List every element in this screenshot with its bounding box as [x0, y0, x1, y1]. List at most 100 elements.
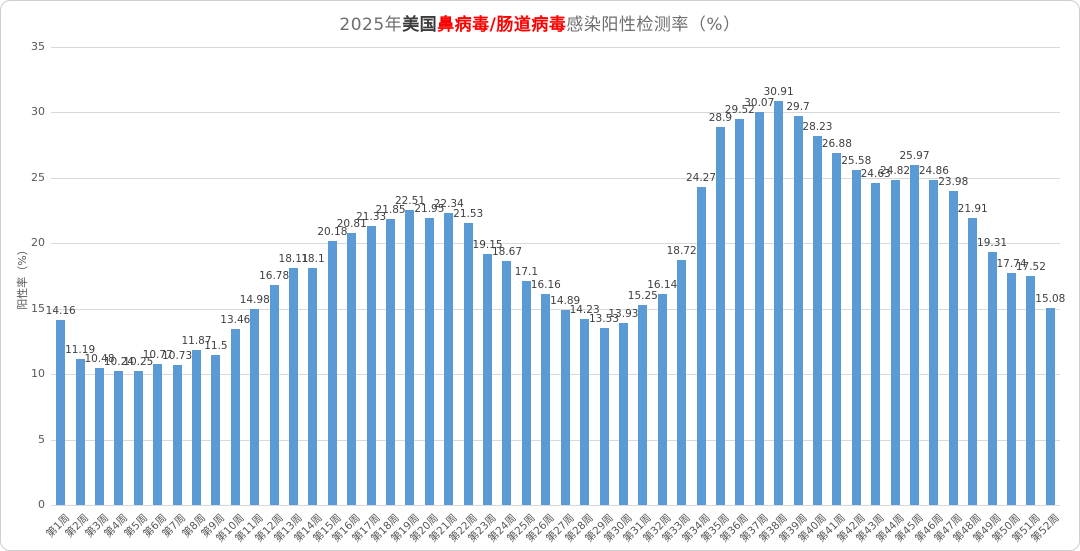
- y-tick-label-25: 25: [31, 170, 45, 184]
- bar-value-label-week-1: 14.16: [45, 304, 76, 317]
- bar-week-28: [580, 318, 590, 505]
- bar-value-label-week-7: 10.73: [162, 349, 193, 362]
- bar-week-39: [793, 116, 803, 505]
- y-tick-label-20: 20: [31, 236, 45, 250]
- bar-week-43: [871, 182, 881, 505]
- y-tick-label-15: 15: [31, 301, 45, 315]
- bar-week-20: [424, 217, 434, 505]
- bar-week-34: [696, 187, 706, 505]
- bar-value-label-week-52: 15.08: [1035, 292, 1066, 305]
- bar-week-49: [987, 252, 997, 505]
- bar-value-label-week-11: 14.98: [239, 293, 270, 306]
- bar-week-6: [153, 364, 163, 505]
- bar-value-label-week-39: 29.7: [786, 101, 810, 114]
- gridline-20: [51, 243, 1060, 245]
- gridline-35: [51, 47, 1060, 48]
- bar-week-38: [774, 100, 784, 505]
- bar-week-8: [192, 349, 202, 505]
- bar-value-label-week-5: 10.25: [123, 355, 154, 368]
- bar-value-label-week-19: 22.51: [394, 195, 425, 208]
- bar-week-13: [289, 268, 299, 505]
- bar-week-14: [308, 268, 318, 505]
- chart-title-suffix: 感染阳性检测率（%）: [566, 15, 741, 35]
- bar-week-11: [250, 308, 260, 505]
- bar-week-17: [366, 225, 376, 505]
- bar-week-4: [114, 371, 124, 505]
- chart-title-country: 美国: [402, 15, 438, 35]
- bar-value-label-week-13: 18.11: [278, 253, 309, 266]
- y-tick-label-35: 35: [31, 40, 45, 53]
- bar-value-label-week-29: 13.53: [588, 312, 620, 325]
- gridline-5: [51, 439, 1060, 441]
- bar-value-label-week-43: 24.63: [860, 167, 891, 180]
- chart-title: 2025年美国鼻病毒/肠道病毒感染阳性检测率（%）: [1, 10, 1079, 35]
- gridline-30: [51, 112, 1060, 114]
- bar-week-10: [230, 328, 240, 505]
- bar-value-label-week-3: 10.48: [84, 352, 115, 365]
- bar-value-label-week-9: 11.5: [204, 339, 228, 352]
- bar-week-23: [483, 254, 493, 505]
- bar-week-45: [909, 165, 919, 505]
- y-axis-title: 阳性率（%）: [16, 244, 29, 310]
- bar-value-label-week-26: 16.16: [530, 278, 561, 291]
- bar-value-label-week-24: 18.67: [491, 245, 523, 258]
- y-tick-label-5: 5: [38, 432, 45, 446]
- bar-value-label-week-40: 28.23: [802, 120, 833, 133]
- bar-week-15: [327, 240, 337, 505]
- bar-week-30: [618, 322, 628, 505]
- bar-week-1: [56, 319, 66, 505]
- chart-title-prefix: 2025年: [339, 15, 403, 35]
- bar-value-label-week-22: 21.53: [453, 208, 484, 221]
- bar-value-label-week-31: 15.25: [627, 290, 658, 303]
- bar-value-label-week-25: 17.1: [514, 266, 539, 279]
- y-tick-label-30: 30: [31, 105, 45, 119]
- bar-week-5: [133, 370, 143, 505]
- bar-value-label-week-16: 20.81: [336, 217, 367, 230]
- bar-week-2: [75, 358, 85, 505]
- bar-value-label-week-50: 17.74: [996, 257, 1027, 270]
- bar-value-label-week-47: 23.98: [938, 176, 969, 189]
- bar-week-41: [832, 153, 842, 505]
- bar-value-label-week-49: 19.31: [977, 237, 1008, 250]
- bar-week-32: [657, 293, 667, 505]
- bar-value-label-week-38: 30.91: [763, 85, 794, 98]
- bar-week-47: [948, 191, 958, 505]
- bar-week-31: [638, 305, 648, 505]
- bar-value-label-week-17: 21.33: [356, 210, 387, 223]
- bar-week-27: [560, 310, 570, 505]
- bar-week-52: [1045, 307, 1055, 505]
- bar-value-label-week-35: 28.9: [708, 111, 733, 124]
- gridline-15: [51, 308, 1060, 310]
- bar-week-42: [851, 170, 861, 505]
- bar-value-label-week-30: 13.93: [608, 307, 639, 320]
- bar-value-label-week-32: 16.14: [647, 278, 678, 291]
- gridline-10: [51, 374, 1060, 376]
- bar-value-label-week-51: 17.52: [1015, 260, 1046, 273]
- bar-week-19: [405, 210, 415, 505]
- bar-value-label-week-10: 13.46: [220, 313, 251, 326]
- bar-value-label-week-41: 26.88: [821, 138, 852, 151]
- bar-week-46: [929, 179, 939, 505]
- y-tick-label-10: 10: [31, 367, 45, 381]
- bar-value-label-week-42: 25.58: [841, 155, 872, 168]
- bar-value-label-week-8: 11.87: [181, 334, 212, 347]
- gridline-25: [51, 177, 1060, 179]
- y-tick-label-0: 0: [38, 498, 45, 511]
- bar-value-label-week-12: 16.78: [259, 270, 290, 283]
- bar-value-label-week-15: 20.18: [317, 225, 348, 238]
- bar-week-21: [444, 212, 454, 505]
- bar-value-label-week-2: 11.19: [65, 343, 96, 356]
- bar-value-label-week-46: 24.86: [918, 164, 949, 177]
- bar-value-label-week-14: 18.1: [301, 253, 325, 266]
- bar-week-12: [269, 285, 279, 505]
- bar-value-label-week-6: 10.77: [142, 349, 173, 362]
- bar-value-label-week-4: 10.24: [103, 356, 134, 368]
- bar-week-29: [599, 327, 609, 505]
- bar-week-44: [890, 180, 900, 505]
- bar-week-40: [812, 135, 822, 505]
- bar-value-label-week-36: 29.52: [724, 103, 755, 116]
- bar-week-3: [95, 367, 104, 505]
- bar-week-26: [541, 293, 551, 505]
- bar-week-37: [754, 111, 764, 505]
